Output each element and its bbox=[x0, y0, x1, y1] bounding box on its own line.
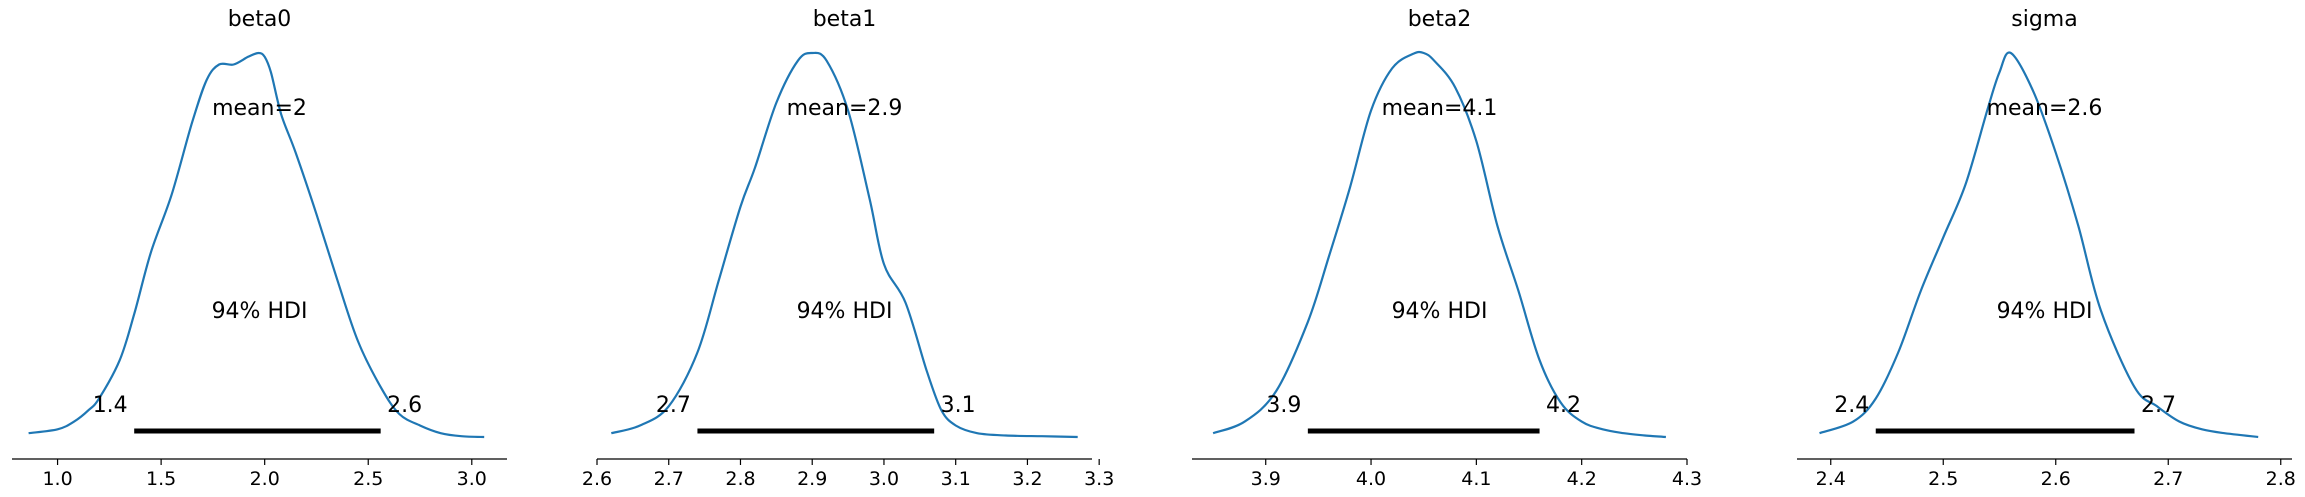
x-tick-label: 1.0 bbox=[42, 468, 72, 490]
mean-label: mean=2.6 bbox=[1987, 96, 2103, 121]
x-tick-label: 2.0 bbox=[250, 468, 280, 490]
hdi-label: 94% HDI bbox=[797, 299, 893, 324]
density-curve bbox=[611, 51, 1078, 439]
mean-label: mean=2 bbox=[212, 96, 307, 121]
x-tick-label: 3.1 bbox=[941, 468, 971, 490]
x-tick-label: 2.7 bbox=[654, 468, 684, 490]
hdi-label: 94% HDI bbox=[1997, 299, 2093, 324]
hdi-high-label: 2.7 bbox=[2141, 393, 2176, 418]
mean-label: mean=4.1 bbox=[1382, 96, 1498, 121]
panel-title: beta2 bbox=[1408, 7, 1472, 32]
x-tick-label: 1.5 bbox=[146, 468, 176, 490]
x-tick-label: 4.1 bbox=[1461, 468, 1491, 490]
x-tick-label: 2.8 bbox=[2266, 468, 2296, 490]
x-tick-label: 2.4 bbox=[1816, 468, 1846, 490]
hdi-low-label: 2.7 bbox=[656, 393, 691, 418]
mean-label: mean=2.9 bbox=[787, 96, 903, 121]
x-tick-label: 2.7 bbox=[2153, 468, 2183, 490]
x-tick-label: 2.6 bbox=[2041, 468, 2071, 490]
density-curve bbox=[28, 51, 485, 439]
hdi-label: 94% HDI bbox=[1392, 299, 1488, 324]
hdi-low-label: 3.9 bbox=[1266, 393, 1301, 418]
x-tick-label: 3.9 bbox=[1251, 468, 1281, 490]
x-tick-label: 3.3 bbox=[1084, 468, 1114, 490]
x-tick-label: 4.2 bbox=[1567, 468, 1597, 490]
x-tick-label: 2.6 bbox=[582, 468, 612, 490]
hdi-label: 94% HDI bbox=[212, 299, 308, 324]
x-tick-label: 2.9 bbox=[797, 468, 827, 490]
x-tick-label: 3.0 bbox=[457, 468, 487, 490]
hdi-low-label: 1.4 bbox=[93, 393, 128, 418]
x-tick-label: 2.5 bbox=[353, 468, 383, 490]
x-tick-label: 2.8 bbox=[725, 468, 755, 490]
hdi-high-label: 4.2 bbox=[1546, 393, 1581, 418]
panel-title: beta1 bbox=[813, 7, 877, 32]
hdi-low-label: 2.4 bbox=[1834, 393, 1869, 418]
x-tick-label: 3.0 bbox=[869, 468, 899, 490]
density-curve bbox=[1819, 51, 2259, 439]
x-tick-label: 3.2 bbox=[1012, 468, 1042, 490]
x-tick-label: 2.5 bbox=[1928, 468, 1958, 490]
panel-title: sigma bbox=[2011, 7, 2077, 32]
panel-title: beta0 bbox=[228, 7, 292, 32]
hdi-high-label: 3.1 bbox=[941, 393, 976, 418]
hdi-high-label: 2.6 bbox=[387, 393, 422, 418]
x-tick-label: 4.0 bbox=[1356, 468, 1386, 490]
x-tick-label: 4.3 bbox=[1672, 468, 1702, 490]
density-curve bbox=[1212, 50, 1666, 439]
